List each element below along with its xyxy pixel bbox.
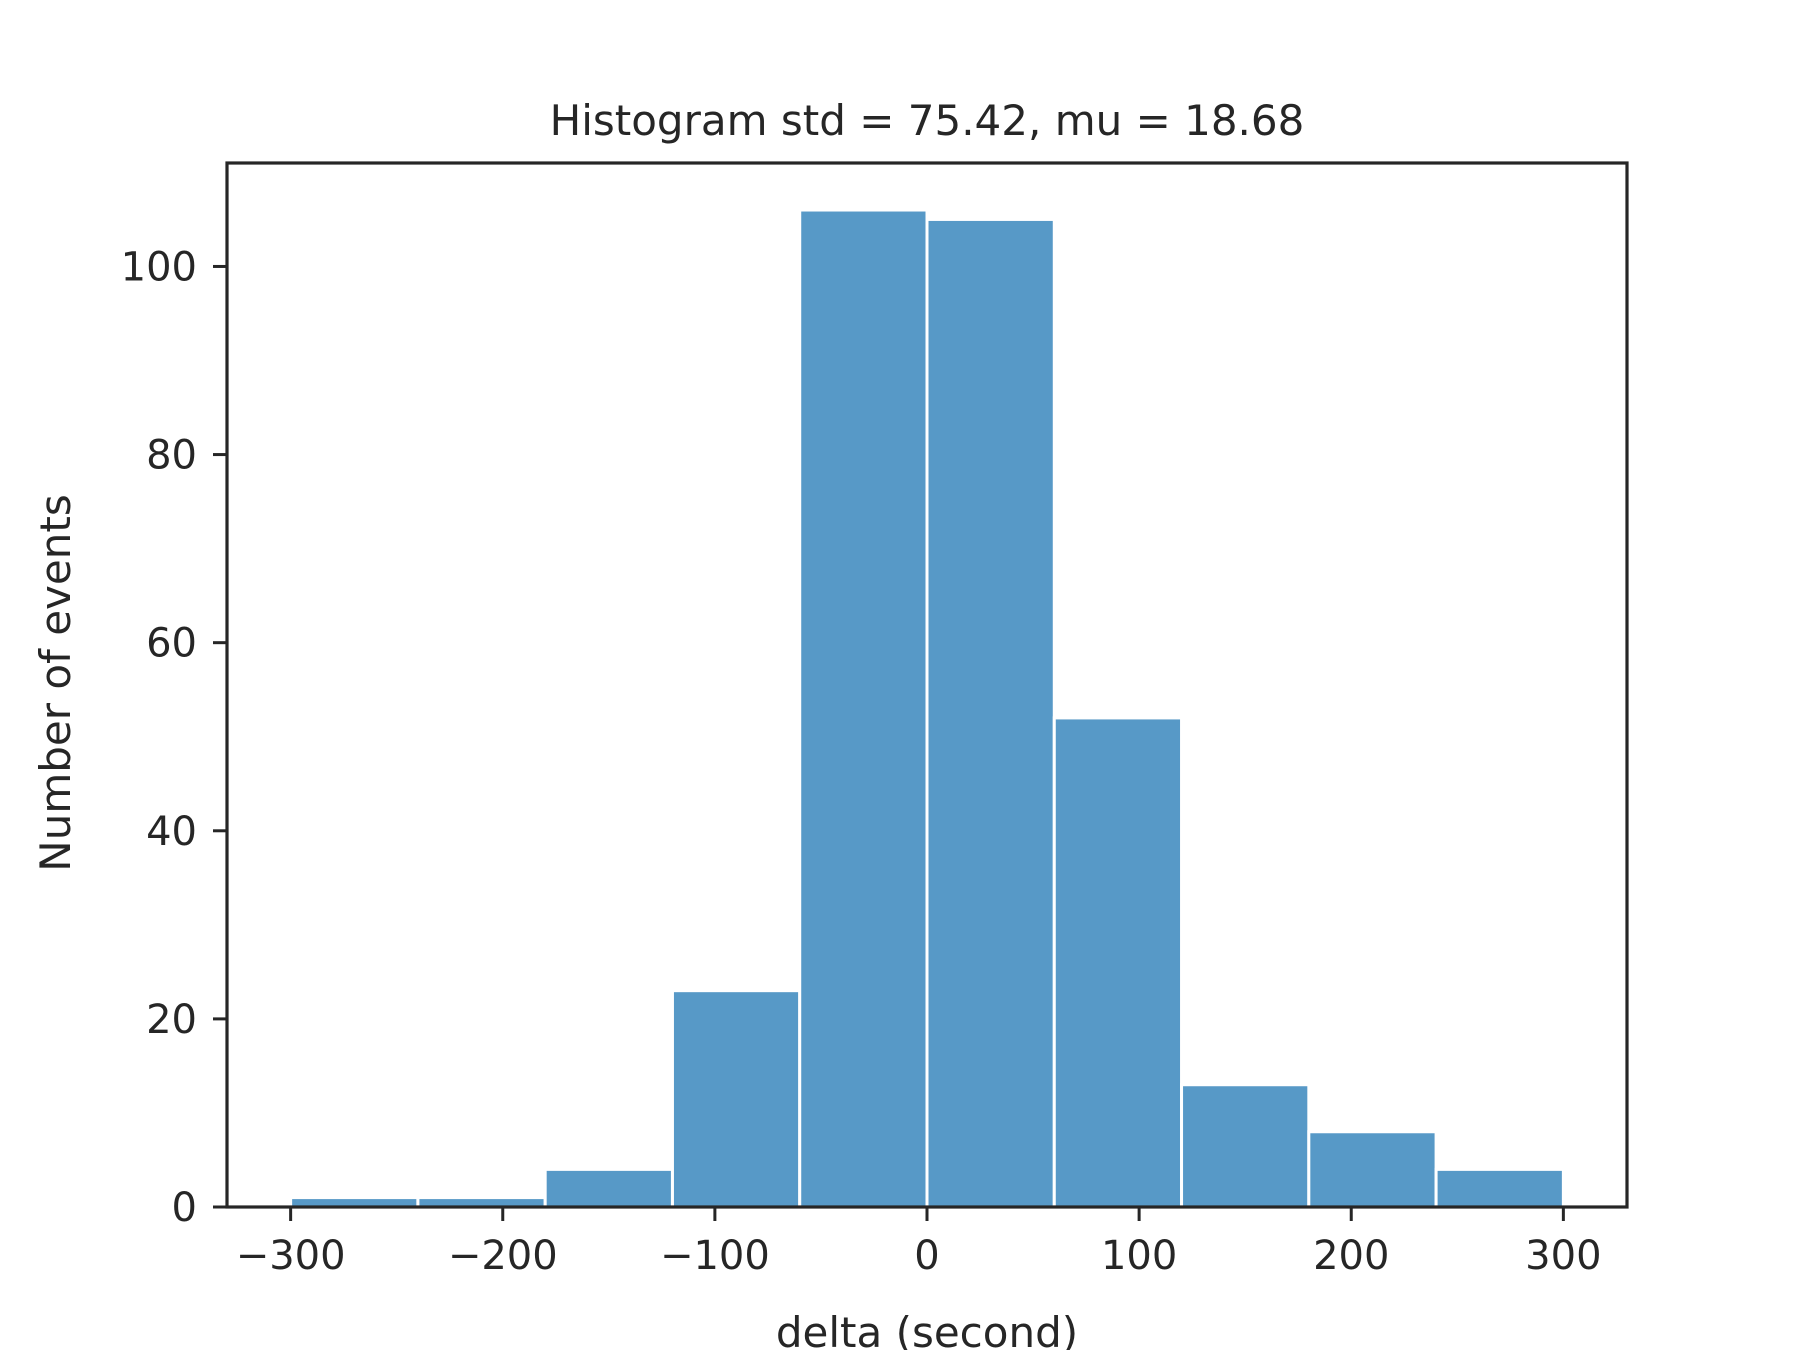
x-tick-label: −300 (236, 1233, 346, 1279)
histogram-bar (925, 217, 1056, 1209)
x-tick-label: 200 (1313, 1233, 1389, 1279)
x-tick-label: 300 (1525, 1233, 1601, 1279)
x-axis-ticks: −300 −200 −100 0 100 200 300 (236, 1207, 1602, 1279)
y-tick-label: 80 (146, 433, 197, 479)
x-tick-label: −200 (448, 1233, 558, 1279)
histogram-bar (1434, 1167, 1565, 1209)
y-tick-label: 60 (146, 621, 197, 667)
histogram-bar (1180, 1083, 1311, 1209)
y-tick-label: 20 (146, 997, 197, 1043)
histogram-bar (543, 1167, 674, 1209)
x-tick-label: 100 (1101, 1233, 1177, 1279)
y-tick-label: 100 (121, 244, 197, 290)
histogram-bar (1052, 716, 1184, 1209)
chart-title: Histogram std = 75.42, mu = 18.68 (550, 96, 1305, 145)
histogram-bar (1307, 1130, 1438, 1209)
y-tick-label: 40 (146, 809, 197, 855)
x-tick-label: −100 (660, 1233, 770, 1279)
y-axis-ticks: 0 20 40 60 80 100 (121, 244, 227, 1231)
x-axis-label: delta (second) (776, 1308, 1078, 1350)
histogram-bar (798, 208, 929, 1209)
histogram-bar (670, 989, 802, 1209)
y-axis-label: Number of events (31, 494, 80, 871)
x-tick-label: 0 (914, 1233, 939, 1279)
bars-group (289, 208, 1565, 1209)
y-tick-label: 0 (172, 1185, 197, 1231)
